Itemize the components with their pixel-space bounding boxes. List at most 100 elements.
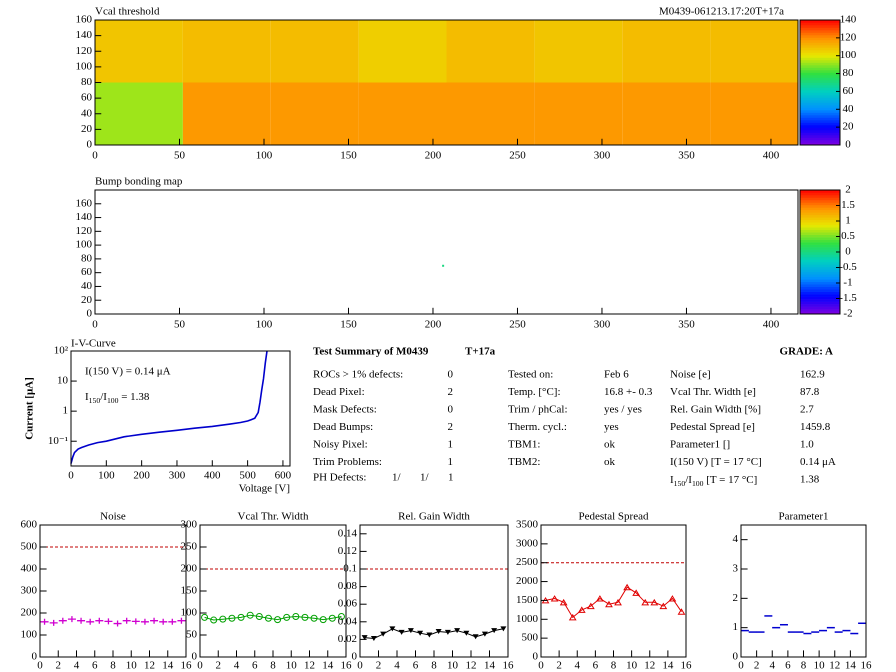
summary-label: I(150 V) [T = 17 °C] <box>670 456 762 468</box>
x-tick-label: 0 <box>92 319 98 331</box>
heatmap-cell <box>270 20 359 83</box>
x-tick-label: 200 <box>425 150 442 162</box>
marker <box>264 614 272 622</box>
color-scale-step <box>800 237 840 240</box>
x-tick-label: 2 <box>556 660 562 672</box>
marker <box>274 616 282 624</box>
summary-value: 0 <box>448 404 454 416</box>
x-tick-label: 100 <box>256 319 273 331</box>
y-tick-label: 1500 <box>516 594 539 606</box>
color-scale-step <box>800 127 840 131</box>
color-scale-step <box>800 207 840 211</box>
summary-value: 1 <box>448 456 454 468</box>
color-scale-step <box>800 80 840 83</box>
y-tick-label: 1000 <box>516 613 539 625</box>
y-tick-label: 140 <box>76 211 93 223</box>
color-scale-step <box>800 75 840 78</box>
heatmap-cell <box>358 20 447 83</box>
y-tick-label: 200 <box>21 607 38 619</box>
iv-curve <box>70 350 268 464</box>
y-tick-label: 140 <box>76 29 93 41</box>
x-tick-label: 300 <box>169 470 186 482</box>
plot-frame <box>740 524 867 658</box>
summary-value: 0 <box>448 369 454 381</box>
color-scale-step <box>800 82 840 86</box>
color-scale-step <box>800 224 840 228</box>
color-scale-step <box>800 70 840 73</box>
color-scale-step <box>800 120 840 123</box>
x-tick-label: 0 <box>357 660 363 672</box>
x-tick-label: 350 <box>678 150 695 162</box>
x-tick-label: 4 <box>394 660 400 672</box>
marker <box>500 626 507 632</box>
x-tick-label: 50 <box>174 150 186 162</box>
text-part: 100 <box>692 479 704 488</box>
x-tick-label: 400 <box>763 150 780 162</box>
y-tick-label: 0.12 <box>338 545 357 557</box>
y-tick-label: 400 <box>21 563 38 575</box>
y-tick-label: 100 <box>76 60 93 72</box>
color-scale-step <box>800 222 840 226</box>
x-tick-label: 250 <box>509 150 526 162</box>
x-tick-label: 10 <box>814 660 826 672</box>
x-tick-label: 6 <box>92 660 98 672</box>
z-tick-label: 1.5 <box>841 199 855 211</box>
color-scale-step <box>800 299 840 302</box>
summary-value: yes / yes <box>604 404 642 416</box>
annotation: I(150 V) = 0.14 μA <box>85 366 171 378</box>
heatmap-cell <box>182 20 271 83</box>
x-tick-label: 16 <box>503 660 515 672</box>
y-tick-label: 100 <box>181 607 198 619</box>
summary-label: TBM2: <box>508 456 540 468</box>
x-tick-label: 14 <box>484 660 496 672</box>
marker <box>577 606 586 613</box>
color-scale-step <box>800 234 840 238</box>
marker <box>159 618 168 625</box>
x-tick-label: 50 <box>174 319 186 331</box>
summary-label: Dead Bumps: <box>313 421 373 433</box>
heatmap-cell <box>95 82 183 145</box>
x-tick-label: 14 <box>322 660 334 672</box>
color-scale-step <box>800 309 840 312</box>
marker <box>177 617 186 624</box>
y-tick-label: 20 <box>81 294 93 306</box>
color-scale-step <box>800 137 840 141</box>
text-part: = 1.38 <box>118 391 149 403</box>
z-tick-label: 120 <box>840 31 857 43</box>
color-scale-step <box>800 247 840 250</box>
marker <box>677 608 686 615</box>
y-tick-label: 160 <box>76 197 93 209</box>
y-tick-label: 1 <box>63 405 69 417</box>
color-scale-step <box>800 135 840 138</box>
heatmap-cell <box>622 82 711 145</box>
x-tick-label: 2 <box>376 660 382 672</box>
color-scale-step <box>800 77 840 81</box>
x-tick-label: 400 <box>763 319 780 331</box>
marker <box>472 634 479 640</box>
color-scale-step <box>800 229 840 233</box>
x-tick-label: 12 <box>144 660 155 672</box>
text-part: [T = 17 °C] <box>703 474 757 486</box>
marker <box>491 628 498 634</box>
y-tick-label: 250 <box>181 541 198 553</box>
summary-title: Test Summary of M0439 <box>313 346 429 358</box>
summary-value: 16.8 +- 0.3 <box>604 386 653 398</box>
summary-value: 87.8 <box>800 386 820 398</box>
x-tick-label: 6 <box>252 660 258 672</box>
color-scale-step <box>800 311 840 315</box>
plot-frame <box>39 524 187 658</box>
color-scale-step <box>800 192 840 196</box>
summary-label: Rel. Gain Width [%] <box>670 404 761 416</box>
marker <box>201 613 209 621</box>
summary-label: Pedestal Spread [e] <box>670 421 755 433</box>
x-tick-label: 12 <box>304 660 315 672</box>
x-tick-label: 10 <box>286 660 298 672</box>
z-tick-label: 0 <box>845 246 851 258</box>
color-scale-step <box>800 199 840 203</box>
summary-value: 2 <box>448 386 454 398</box>
chart-title: Parameter1 <box>778 511 828 523</box>
color-scale-step <box>800 296 840 300</box>
color-scale-step <box>800 55 840 58</box>
y-tick-label: 20 <box>81 123 93 135</box>
color-scale-step <box>800 269 840 273</box>
